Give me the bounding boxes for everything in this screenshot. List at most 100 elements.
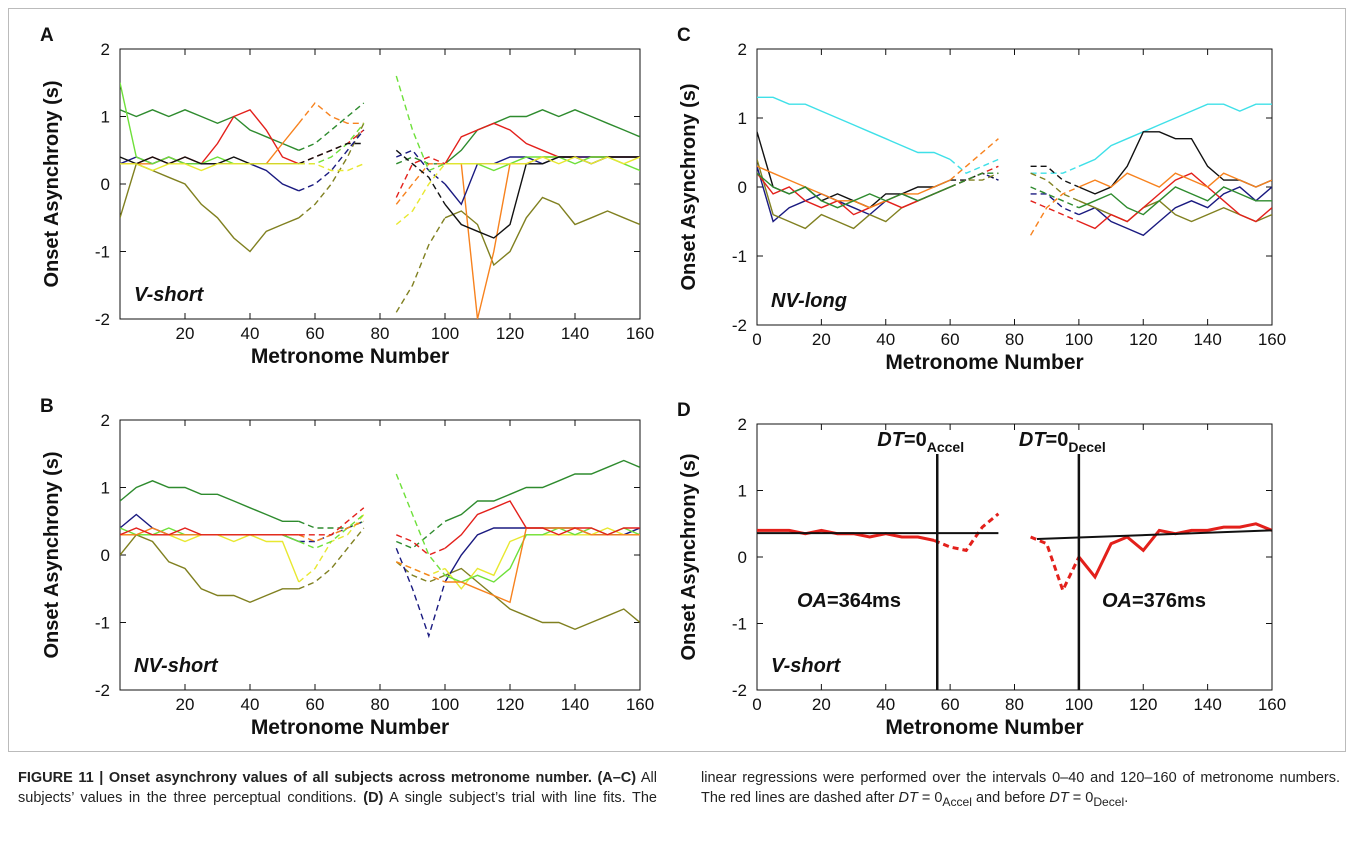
condition-label: V-short (771, 655, 842, 677)
x-axis-label: Metronome Number (251, 716, 449, 739)
x-tick-label: 80 (1005, 695, 1024, 714)
x-tick-label: 60 (306, 324, 325, 343)
y-tick-label: 0 (738, 548, 747, 567)
panel-letter: C (677, 25, 691, 46)
series-line (1078, 172, 1272, 230)
y-tick-label: 2 (738, 40, 747, 59)
x-tick-label: 20 (176, 324, 195, 343)
series-line (757, 96, 951, 161)
series-line (1030, 535, 1081, 595)
x-tick-label: 140 (561, 324, 589, 343)
figure-frame (8, 8, 1346, 752)
series-line (444, 196, 640, 267)
series-line (120, 480, 299, 522)
x-tick-label: 140 (1193, 330, 1221, 349)
series-line (396, 561, 446, 583)
series-line (933, 512, 1000, 553)
caption: FIGURE 11 | Onset asynchrony values of a… (18, 768, 1340, 812)
caption-normal: . (1124, 790, 1129, 806)
series-line (444, 459, 640, 522)
x-tick-label: 20 (176, 695, 195, 714)
panel-letter: B (40, 396, 54, 417)
caption-bold: (D) (363, 790, 384, 806)
series-line (298, 527, 365, 590)
series-line (444, 567, 640, 631)
y-tick-label: -1 (95, 243, 110, 262)
y-tick-label: 1 (738, 109, 747, 128)
series-line (949, 138, 999, 181)
condition-label: NV-short (134, 655, 219, 677)
x-tick-label: 40 (876, 330, 895, 349)
panel-letter: D (677, 400, 691, 421)
caption-bold: (A–C) (597, 770, 637, 786)
series-line (298, 163, 365, 172)
x-tick-label: 80 (1005, 330, 1024, 349)
vline-label-italic: DT (877, 429, 905, 451)
series-line (757, 131, 951, 209)
x-tick-label: 140 (561, 695, 589, 714)
series-line (757, 528, 935, 542)
x-tick-label: 40 (241, 324, 260, 343)
series-line (396, 534, 446, 556)
fit-annotation-text: =364ms (827, 590, 901, 612)
series-line (298, 520, 365, 529)
x-tick-label: 160 (626, 695, 654, 714)
x-tick-label: 0 (752, 695, 761, 714)
y-tick-label: 2 (101, 40, 110, 59)
x-tick-label: 40 (876, 695, 895, 714)
series-line (395, 75, 446, 172)
vline-label: DT=0Decel (1019, 429, 1106, 455)
plot-frame (756, 423, 1273, 691)
condition-label: NV-long (771, 290, 847, 312)
x-tick-label: 160 (1258, 695, 1286, 714)
y-axis-label: Onset Asynchrony (s) (678, 83, 700, 290)
series-line (298, 102, 364, 124)
series-line (396, 149, 446, 185)
series-line (1030, 172, 1080, 202)
series-line (395, 163, 446, 226)
series-line (949, 172, 999, 188)
x-tick-label: 100 (1065, 695, 1093, 714)
vline-label-text: =0 (904, 429, 927, 451)
y-tick-label: -2 (732, 316, 747, 335)
x-axis-label: Metronome Number (885, 716, 1083, 739)
panel-letter: A (40, 25, 54, 46)
condition-label: V-short (134, 284, 205, 306)
x-axis-label: Metronome Number (885, 351, 1083, 374)
series-line (445, 156, 640, 165)
y-tick-label: 1 (738, 482, 747, 501)
series-line (395, 473, 446, 576)
y-tick-label: 1 (101, 479, 110, 498)
series-line (396, 561, 446, 577)
x-tick-label: 60 (306, 695, 325, 714)
y-axis-label: Onset Asynchrony (s) (41, 80, 63, 287)
y-tick-label: -1 (732, 247, 747, 266)
y-axis-label: Onset Asynchrony (s) (41, 451, 63, 658)
y-tick-label: 0 (101, 546, 110, 565)
series-line (949, 158, 999, 175)
y-axis-label: Onset Asynchrony (s) (678, 453, 700, 660)
series-line (298, 122, 365, 219)
series-line (120, 122, 300, 165)
x-tick-label: 160 (626, 324, 654, 343)
x-tick-label: 60 (941, 695, 960, 714)
y-tick-label: 0 (738, 178, 747, 197)
y-tick-label: -1 (732, 615, 747, 634)
series-line (445, 156, 640, 319)
x-tick-label: 20 (812, 695, 831, 714)
x-tick-label: 100 (1065, 330, 1093, 349)
series-line (949, 165, 999, 188)
x-tick-label: 120 (1129, 695, 1157, 714)
series-line (1029, 186, 1080, 236)
plot-frame (119, 419, 641, 691)
series-line (1036, 529, 1272, 540)
caption-italic: DT (1049, 790, 1069, 806)
series-line (120, 513, 300, 543)
y-tick-label: 2 (101, 411, 110, 430)
caption-sub: Decel (1093, 794, 1125, 809)
series-line (949, 172, 999, 188)
caption-sub: Accel (942, 794, 972, 809)
x-tick-label: 100 (431, 695, 459, 714)
